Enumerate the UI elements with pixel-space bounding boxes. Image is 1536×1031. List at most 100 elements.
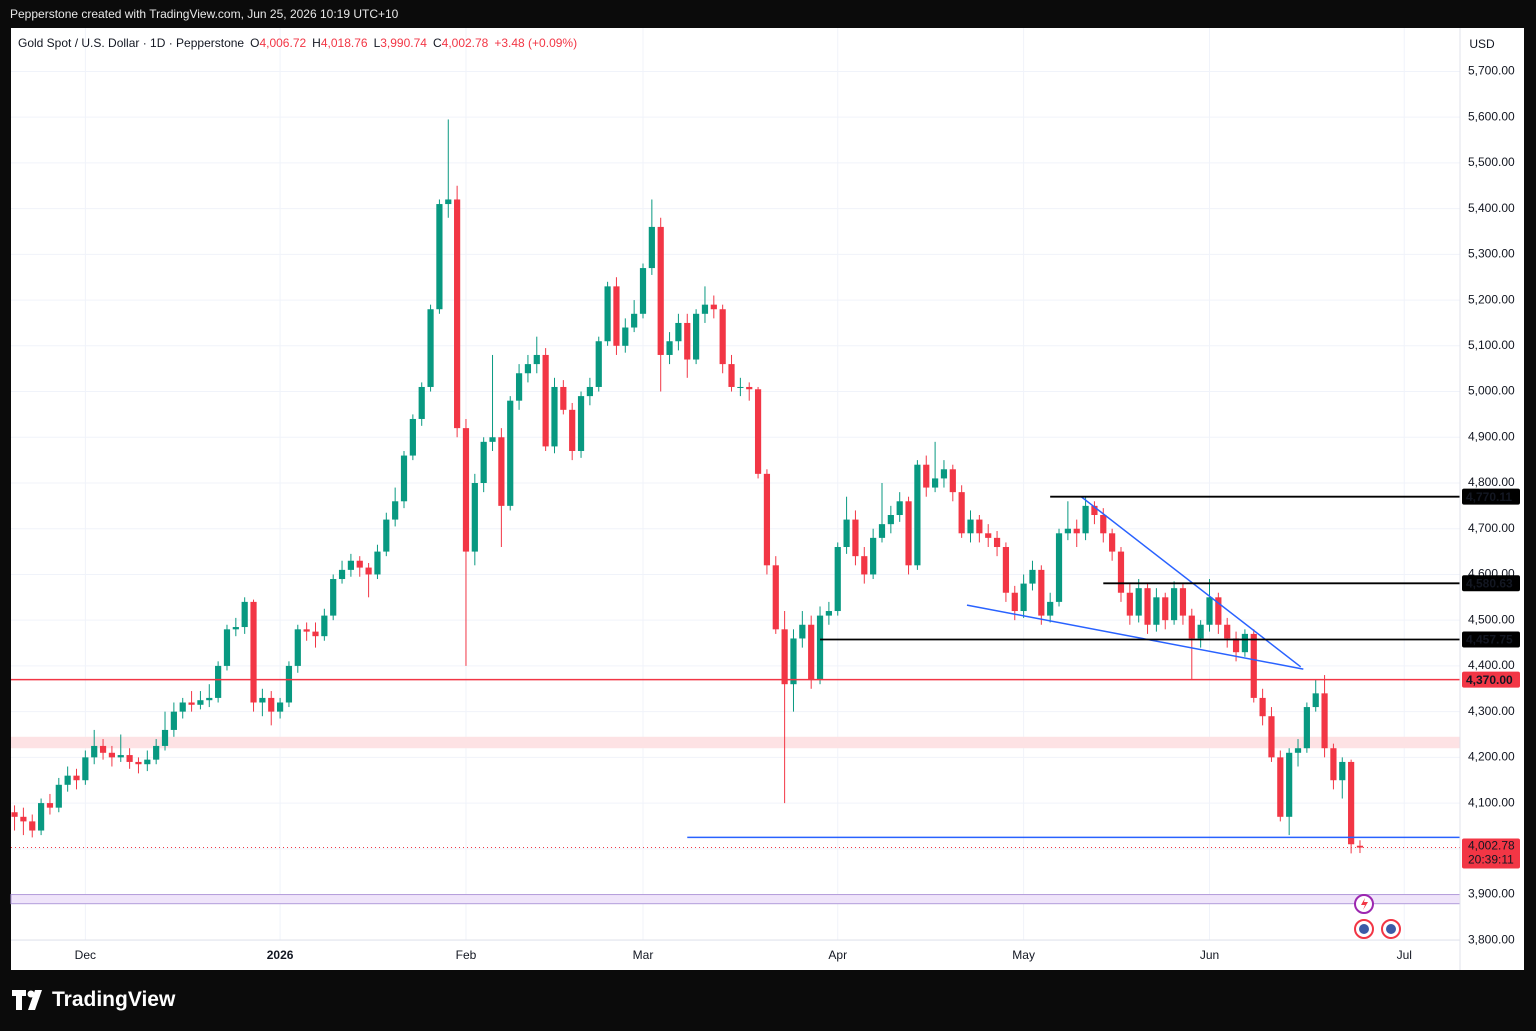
- candle: [1117, 547, 1125, 602]
- candle-body: [144, 759, 151, 765]
- candle-body: [1241, 633, 1249, 653]
- trendline: [1080, 496, 1302, 668]
- zone: [11, 736, 1460, 749]
- legend-value: 4,002.78: [441, 36, 489, 50]
- candle-body: [108, 752, 116, 758]
- candle: [232, 617, 239, 637]
- candle-body: [259, 697, 266, 703]
- candle-body: [1286, 752, 1293, 817]
- candle: [365, 563, 372, 598]
- candle: [321, 608, 328, 641]
- candle-body: [604, 286, 611, 342]
- candle: [808, 615, 815, 689]
- candle: [622, 318, 629, 353]
- candle-body: [808, 624, 815, 680]
- y-tick-label: 5,700.00: [1468, 64, 1515, 78]
- candle-body: [179, 702, 186, 712]
- x-tick-label: Apr: [828, 948, 847, 962]
- candle-body: [471, 482, 478, 552]
- candle-body: [763, 473, 771, 566]
- candle-body: [1356, 845, 1364, 848]
- candle: [400, 450, 408, 509]
- candle: [197, 691, 204, 710]
- candle: [648, 199, 655, 275]
- candle-body: [1162, 597, 1169, 621]
- candle-body: [710, 304, 717, 310]
- candle-body: [781, 629, 788, 685]
- currency[interactable]: USD: [1469, 37, 1495, 51]
- candle-body: [675, 322, 682, 342]
- candle-body: [55, 784, 62, 808]
- candle: [1277, 750, 1284, 822]
- y-tick-label: 4,100.00: [1468, 795, 1515, 809]
- event-icons: [1354, 894, 1401, 939]
- candle: [82, 750, 89, 785]
- candle-body: [400, 455, 408, 502]
- candle-body: [1055, 533, 1063, 602]
- candle-body: [1179, 588, 1187, 616]
- candle-body: [268, 697, 275, 712]
- candle: [445, 119, 452, 218]
- candle: [524, 354, 532, 383]
- candle: [666, 332, 673, 365]
- candle: [303, 622, 310, 641]
- candle: [1215, 592, 1222, 634]
- candle-body: [728, 364, 735, 387]
- candle-body: [241, 601, 248, 628]
- candle: [799, 611, 806, 648]
- candle: [29, 814, 36, 838]
- candle-body: [250, 601, 257, 703]
- candle: [374, 544, 381, 580]
- candle: [914, 460, 921, 570]
- candle: [241, 597, 248, 634]
- candle: [1356, 840, 1364, 854]
- candle: [1047, 592, 1054, 623]
- candle-body: [188, 702, 195, 705]
- candle: [834, 542, 841, 616]
- candle: [215, 661, 222, 703]
- candle-body: [1206, 597, 1213, 625]
- candle: [276, 697, 284, 719]
- candle-body: [914, 464, 921, 566]
- candle-body: [462, 428, 470, 552]
- candle-body: [418, 386, 425, 419]
- candle-body: [29, 821, 36, 831]
- candle-body: [1294, 748, 1302, 753]
- candle-body: [993, 537, 1001, 548]
- candle: [1241, 629, 1249, 657]
- candle: [1348, 759, 1355, 854]
- candle: [684, 313, 691, 378]
- candle: [1268, 707, 1275, 762]
- candle-body: [657, 226, 664, 355]
- candle-body: [967, 519, 974, 534]
- candle-body: [1303, 707, 1310, 749]
- candle: [144, 750, 151, 772]
- candle: [409, 414, 416, 461]
- candle: [489, 354, 496, 451]
- candle-body: [454, 199, 461, 429]
- candle-body: [1064, 528, 1071, 534]
- candle-body: [489, 437, 496, 442]
- y-tick-label: 4,200.00: [1468, 750, 1515, 764]
- y-tick-label: 4,800.00: [1468, 475, 1515, 489]
- y-tick-label: 4,700.00: [1468, 521, 1515, 535]
- candle-body: [1250, 633, 1257, 698]
- brand-name: TradingView: [52, 988, 176, 1011]
- candle-body: [515, 373, 523, 401]
- candle-body: [321, 615, 328, 637]
- candle: [542, 348, 549, 451]
- candle-body: [356, 560, 363, 568]
- candle-body: [852, 519, 859, 557]
- candle: [117, 734, 124, 762]
- candle-body: [1215, 597, 1222, 625]
- candle-body: [294, 629, 301, 666]
- candle: [737, 377, 744, 397]
- y-tick-label: 5,200.00: [1468, 292, 1515, 306]
- candle-body: [427, 309, 434, 387]
- candle-body: [20, 816, 27, 822]
- price-label: 4,770.11: [1466, 490, 1512, 504]
- candle-body: [37, 803, 45, 831]
- candle: [99, 739, 107, 760]
